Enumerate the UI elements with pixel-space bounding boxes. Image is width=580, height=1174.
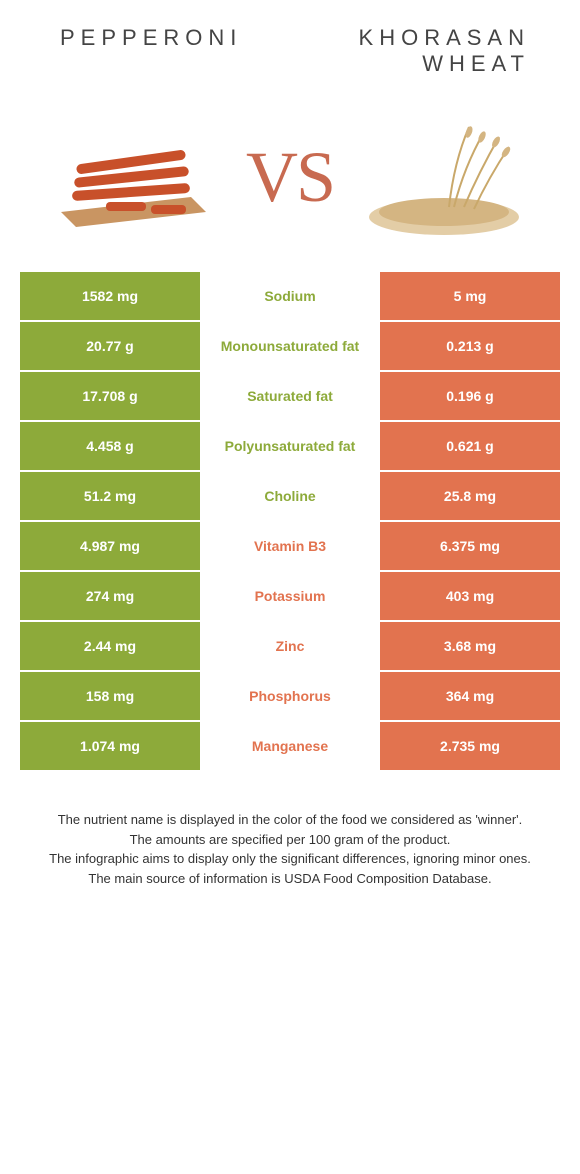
wheat-image: [354, 117, 534, 237]
cell-nutrient-name: Manganese: [200, 722, 380, 770]
table-row: 1582 mgSodium5 mg: [20, 272, 560, 320]
cell-nutrient-name: Zinc: [200, 622, 380, 670]
cell-left-value: 158 mg: [20, 672, 200, 720]
cell-right-value: 6.375 mg: [380, 522, 560, 570]
cell-left-value: 20.77 g: [20, 322, 200, 370]
cell-nutrient-name: Phosphorus: [200, 672, 380, 720]
cell-left-value: 4.458 g: [20, 422, 200, 470]
cell-right-value: 2.735 mg: [380, 722, 560, 770]
cell-left-value: 1582 mg: [20, 272, 200, 320]
cell-nutrient-name: Polyunsaturated fat: [200, 422, 380, 470]
table-row: 158 mgPhosphorus364 mg: [20, 672, 560, 720]
cell-nutrient-name: Choline: [200, 472, 380, 520]
footnote-line: The infographic aims to display only the…: [30, 849, 550, 869]
title-right: KHORASAN WHEAT: [295, 25, 540, 77]
title-left: PEPPERONI: [40, 25, 295, 77]
table-row: 4.458 gPolyunsaturated fat0.621 g: [20, 422, 560, 470]
cell-left-value: 51.2 mg: [20, 472, 200, 520]
cell-nutrient-name: Saturated fat: [200, 372, 380, 420]
table-row: 1.074 mgManganese2.735 mg: [20, 722, 560, 770]
comparison-table: 1582 mgSodium5 mg20.77 gMonounsaturated …: [20, 272, 560, 770]
cell-left-value: 17.708 g: [20, 372, 200, 420]
footnote-line: The nutrient name is displayed in the co…: [30, 810, 550, 830]
cell-left-value: 274 mg: [20, 572, 200, 620]
cell-right-value: 0.621 g: [380, 422, 560, 470]
cell-nutrient-name: Monounsaturated fat: [200, 322, 380, 370]
cell-right-value: 0.213 g: [380, 322, 560, 370]
footnote-line: The main source of information is USDA F…: [30, 869, 550, 889]
cell-left-value: 1.074 mg: [20, 722, 200, 770]
cell-nutrient-name: Vitamin B3: [200, 522, 380, 570]
vs-row: VS: [0, 87, 580, 272]
table-row: 20.77 gMonounsaturated fat0.213 g: [20, 322, 560, 370]
table-row: 274 mgPotassium403 mg: [20, 572, 560, 620]
cell-right-value: 3.68 mg: [380, 622, 560, 670]
cell-left-value: 4.987 mg: [20, 522, 200, 570]
table-row: 51.2 mgCholine25.8 mg: [20, 472, 560, 520]
pepperoni-image: [46, 117, 226, 237]
footnote-line: The amounts are specified per 100 gram o…: [30, 830, 550, 850]
title-row: PEPPERONI KHORASAN WHEAT: [0, 0, 580, 87]
cell-right-value: 25.8 mg: [380, 472, 560, 520]
table-row: 4.987 mgVitamin B36.375 mg: [20, 522, 560, 570]
table-row: 2.44 mgZinc3.68 mg: [20, 622, 560, 670]
footnotes: The nutrient name is displayed in the co…: [0, 810, 580, 888]
vs-label: VS: [246, 136, 334, 219]
cell-nutrient-name: Potassium: [200, 572, 380, 620]
cell-right-value: 5 mg: [380, 272, 560, 320]
table-row: 17.708 gSaturated fat0.196 g: [20, 372, 560, 420]
cell-right-value: 403 mg: [380, 572, 560, 620]
cell-nutrient-name: Sodium: [200, 272, 380, 320]
cell-right-value: 0.196 g: [380, 372, 560, 420]
cell-right-value: 364 mg: [380, 672, 560, 720]
cell-left-value: 2.44 mg: [20, 622, 200, 670]
